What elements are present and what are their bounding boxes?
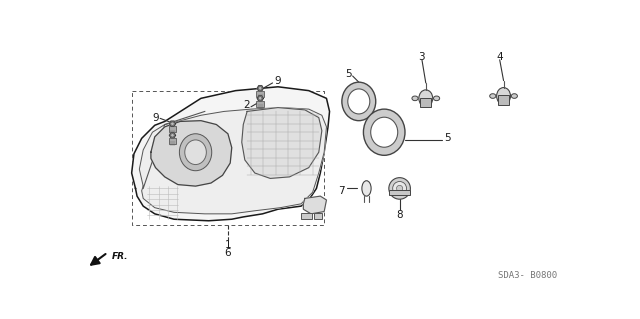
Text: 9: 9 <box>275 76 281 85</box>
Bar <box>498 95 509 105</box>
Bar <box>420 98 431 107</box>
Polygon shape <box>257 86 263 91</box>
Text: 2: 2 <box>243 100 250 110</box>
Ellipse shape <box>371 117 397 147</box>
Ellipse shape <box>364 109 405 155</box>
Polygon shape <box>170 133 175 138</box>
Polygon shape <box>140 108 326 214</box>
Circle shape <box>389 178 410 199</box>
Ellipse shape <box>362 181 371 196</box>
Bar <box>314 213 322 219</box>
Ellipse shape <box>497 87 511 105</box>
Ellipse shape <box>412 96 418 101</box>
Text: 6: 6 <box>225 248 231 258</box>
Ellipse shape <box>419 90 433 107</box>
Text: 2: 2 <box>195 125 202 135</box>
Text: 5: 5 <box>346 69 352 79</box>
Polygon shape <box>303 196 326 214</box>
Bar <box>257 101 264 107</box>
Ellipse shape <box>185 140 206 165</box>
Ellipse shape <box>511 94 517 98</box>
Bar <box>389 190 410 195</box>
Text: 9: 9 <box>152 113 159 122</box>
Bar <box>257 91 264 97</box>
Text: 5: 5 <box>444 133 451 143</box>
Ellipse shape <box>433 96 440 101</box>
Bar <box>168 126 176 132</box>
Polygon shape <box>170 121 175 126</box>
Text: 3: 3 <box>419 52 425 62</box>
Polygon shape <box>151 121 232 186</box>
Polygon shape <box>132 87 330 221</box>
Ellipse shape <box>342 82 376 121</box>
Text: 1: 1 <box>225 240 231 250</box>
Ellipse shape <box>348 89 370 114</box>
Circle shape <box>393 182 406 195</box>
Bar <box>168 137 176 144</box>
Polygon shape <box>257 96 263 101</box>
Polygon shape <box>242 108 322 178</box>
Text: 8: 8 <box>396 210 403 220</box>
Bar <box>301 213 312 219</box>
Text: 7: 7 <box>339 186 345 196</box>
Circle shape <box>171 122 174 125</box>
Text: 4: 4 <box>497 52 503 62</box>
Text: SDA3- B0800: SDA3- B0800 <box>497 271 557 280</box>
Circle shape <box>397 185 403 191</box>
Circle shape <box>259 87 262 90</box>
Circle shape <box>259 97 262 100</box>
Circle shape <box>171 134 174 137</box>
Text: FR.: FR. <box>111 252 128 261</box>
Ellipse shape <box>179 134 212 171</box>
Ellipse shape <box>490 94 496 98</box>
